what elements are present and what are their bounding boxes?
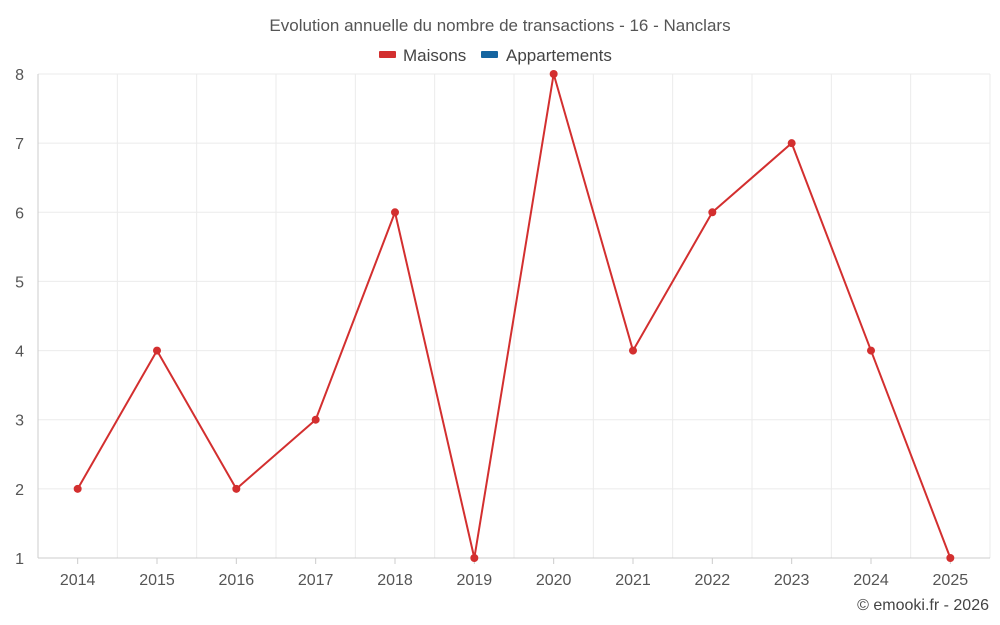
x-tick-label: 2022 bbox=[695, 572, 731, 589]
legend-label-appartements[interactable]: Appartements bbox=[506, 46, 612, 65]
x-tick-label: 2016 bbox=[219, 572, 255, 589]
x-tick-label: 2017 bbox=[298, 572, 334, 589]
copyright-credit[interactable]: © emooki.fr - 2026 bbox=[857, 597, 989, 614]
x-tick-label: 2025 bbox=[933, 572, 969, 589]
series-layer bbox=[73, 70, 955, 562]
x-tick-label: 2015 bbox=[139, 572, 175, 589]
series-line-maisons bbox=[76, 73, 952, 559]
y-tick-label: 4 bbox=[15, 344, 24, 361]
data-point-maisons[interactable] bbox=[232, 484, 241, 493]
x-tick-label: 2019 bbox=[457, 572, 493, 589]
y-tick-label: 7 bbox=[15, 136, 24, 153]
data-point-maisons[interactable] bbox=[867, 346, 875, 355]
data-point-maisons[interactable] bbox=[629, 346, 637, 355]
x-tick-label: 2023 bbox=[774, 572, 810, 589]
axes bbox=[37, 74, 990, 559]
y-tick-label: 8 bbox=[15, 67, 24, 84]
legend-swatch-maisons bbox=[379, 51, 396, 58]
y-axis-ticks: 1 2 3 4 5 6 7 8 bbox=[15, 67, 24, 568]
data-point-maisons[interactable] bbox=[153, 346, 161, 355]
y-tick-label: 6 bbox=[15, 205, 24, 222]
data-point-maisons[interactable] bbox=[391, 208, 399, 217]
data-point-maisons[interactable] bbox=[549, 70, 558, 78]
y-tick-label: 3 bbox=[15, 413, 24, 430]
x-tick-label: 2020 bbox=[536, 572, 572, 589]
data-point-maisons[interactable] bbox=[311, 415, 320, 424]
chart-title: Evolution annuelle du nombre de transact… bbox=[269, 16, 730, 35]
data-point-maisons[interactable] bbox=[73, 484, 82, 493]
data-point-maisons[interactable] bbox=[787, 139, 796, 148]
x-tick-label: 2018 bbox=[377, 572, 413, 589]
legend-label-maisons[interactable]: Maisons bbox=[403, 46, 466, 65]
data-point-maisons[interactable] bbox=[708, 208, 717, 217]
y-tick-label: 5 bbox=[15, 274, 24, 291]
legend[interactable]: Maisons Appartements bbox=[379, 46, 612, 65]
legend-swatch-appartements bbox=[481, 51, 498, 58]
x-tick-label: 2024 bbox=[853, 572, 889, 589]
data-point-maisons[interactable] bbox=[470, 554, 479, 562]
x-tick-label: 2021 bbox=[615, 572, 651, 589]
y-tick-label: 1 bbox=[15, 551, 24, 568]
data-point-maisons[interactable] bbox=[946, 554, 955, 562]
x-axis-ticks: 2014 2015 2016 2017 2018 2019 2020 2021 2022 2023… bbox=[60, 558, 968, 589]
y-tick-label: 2 bbox=[15, 482, 24, 499]
x-tick-label: 2014 bbox=[60, 572, 96, 589]
